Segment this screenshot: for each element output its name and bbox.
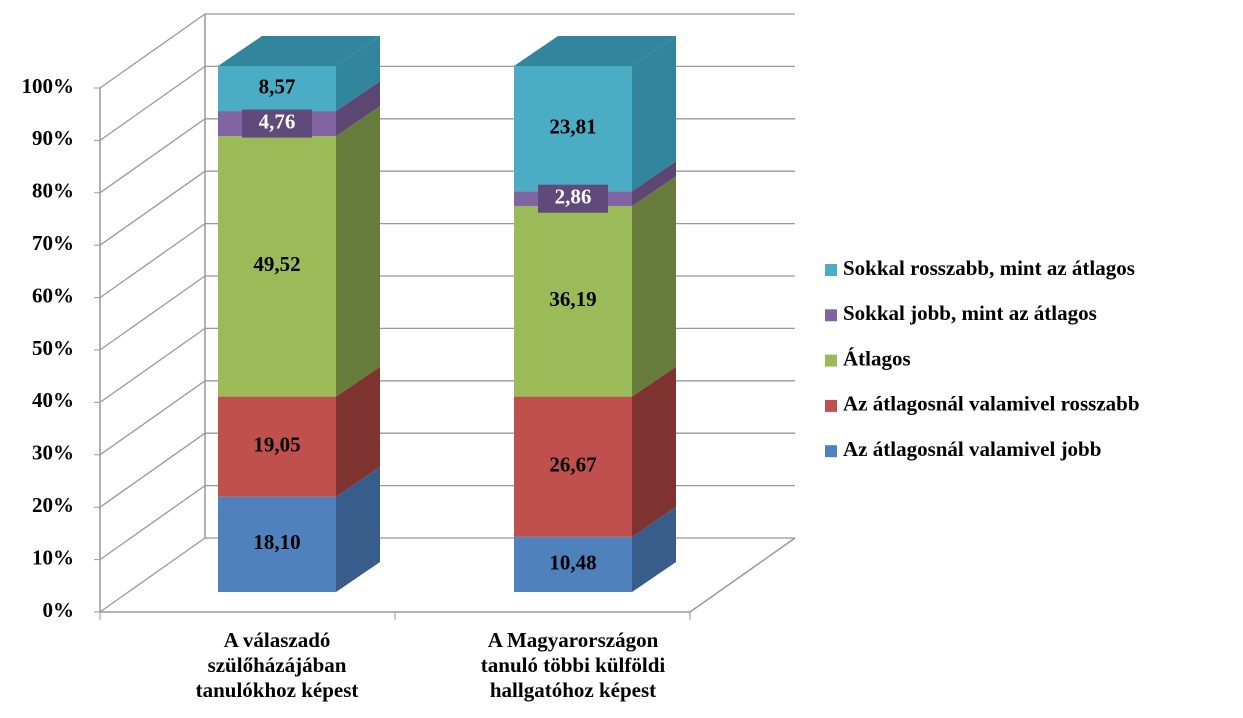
- bar-side: [336, 36, 380, 112]
- value-label: 36,19: [549, 287, 596, 311]
- y-tick-label: 10%: [32, 545, 74, 569]
- y-tick-label: 30%: [32, 441, 74, 465]
- legend-swatch: [825, 399, 837, 412]
- bar-segment: [514, 396, 632, 537]
- value-label: 26,67: [549, 453, 596, 477]
- y-tick-label: 40%: [32, 388, 74, 412]
- value-label: 10,48: [549, 550, 596, 574]
- value-label: 18,10: [253, 530, 300, 554]
- bar-segment: [514, 65, 632, 192]
- bar-top: [514, 35, 676, 66]
- bar-side: [632, 161, 676, 207]
- value-label: 2,86: [555, 185, 592, 209]
- bar-side: [336, 81, 380, 137]
- value-label-box: [538, 184, 608, 213]
- value-label: 23,81: [549, 114, 596, 138]
- bar-side: [336, 366, 380, 497]
- y-tick-label: 20%: [32, 493, 74, 517]
- bar-top: [218, 36, 380, 66]
- value-label: 49,52: [253, 252, 300, 276]
- y-tick-label: 60%: [32, 283, 74, 307]
- bar-segment: [218, 396, 336, 497]
- legend-swatch: [825, 354, 837, 367]
- floor: [100, 537, 796, 613]
- legend-label: Az átlagosnál valamivel rosszabb: [843, 392, 1140, 416]
- bar-segment: [514, 206, 632, 397]
- y-tick-label: 100%: [22, 74, 75, 98]
- y-tick-label: 90%: [32, 126, 74, 150]
- bar-side: [336, 466, 380, 592]
- grid-line: [99, 13, 795, 89]
- x-tick-label: A Magyarországon tanuló többi külföldi h…: [480, 628, 666, 702]
- value-label: 8,57: [259, 74, 296, 98]
- bar-segment: [218, 66, 336, 112]
- bar-segment: [514, 536, 632, 592]
- bar-side: [632, 366, 676, 537]
- legend-swatch: [825, 309, 837, 322]
- bar-side: [632, 176, 676, 397]
- y-tick-label: 70%: [32, 231, 74, 255]
- value-label: 4,76: [259, 109, 296, 133]
- bar-segment: [218, 496, 336, 592]
- value-label-box: [242, 109, 312, 138]
- legend-label: Átlagos: [843, 346, 911, 370]
- legend-swatch: [825, 445, 837, 458]
- bar-side: [336, 106, 380, 397]
- bar-side: [632, 35, 676, 192]
- y-tick-label: 0%: [43, 598, 75, 622]
- legend-label: Sokkal jobb, mint az átlagos: [843, 301, 1097, 325]
- legend-label: Az átlagosnál valamivel jobb: [843, 437, 1101, 461]
- value-label: 19,05: [253, 433, 300, 457]
- legend-swatch: [825, 264, 837, 276]
- y-tick-label: 80%: [32, 179, 74, 203]
- grid-line: [99, 537, 795, 613]
- bar-segment: [218, 136, 336, 397]
- legend-label: Sokkal rosszabb, mint az átlagos: [843, 256, 1135, 280]
- x-tick-label: A válaszadó szülőházájában tanulókhoz ké…: [195, 628, 359, 702]
- bar-side: [632, 506, 676, 592]
- y-tick-label: 50%: [32, 336, 74, 360]
